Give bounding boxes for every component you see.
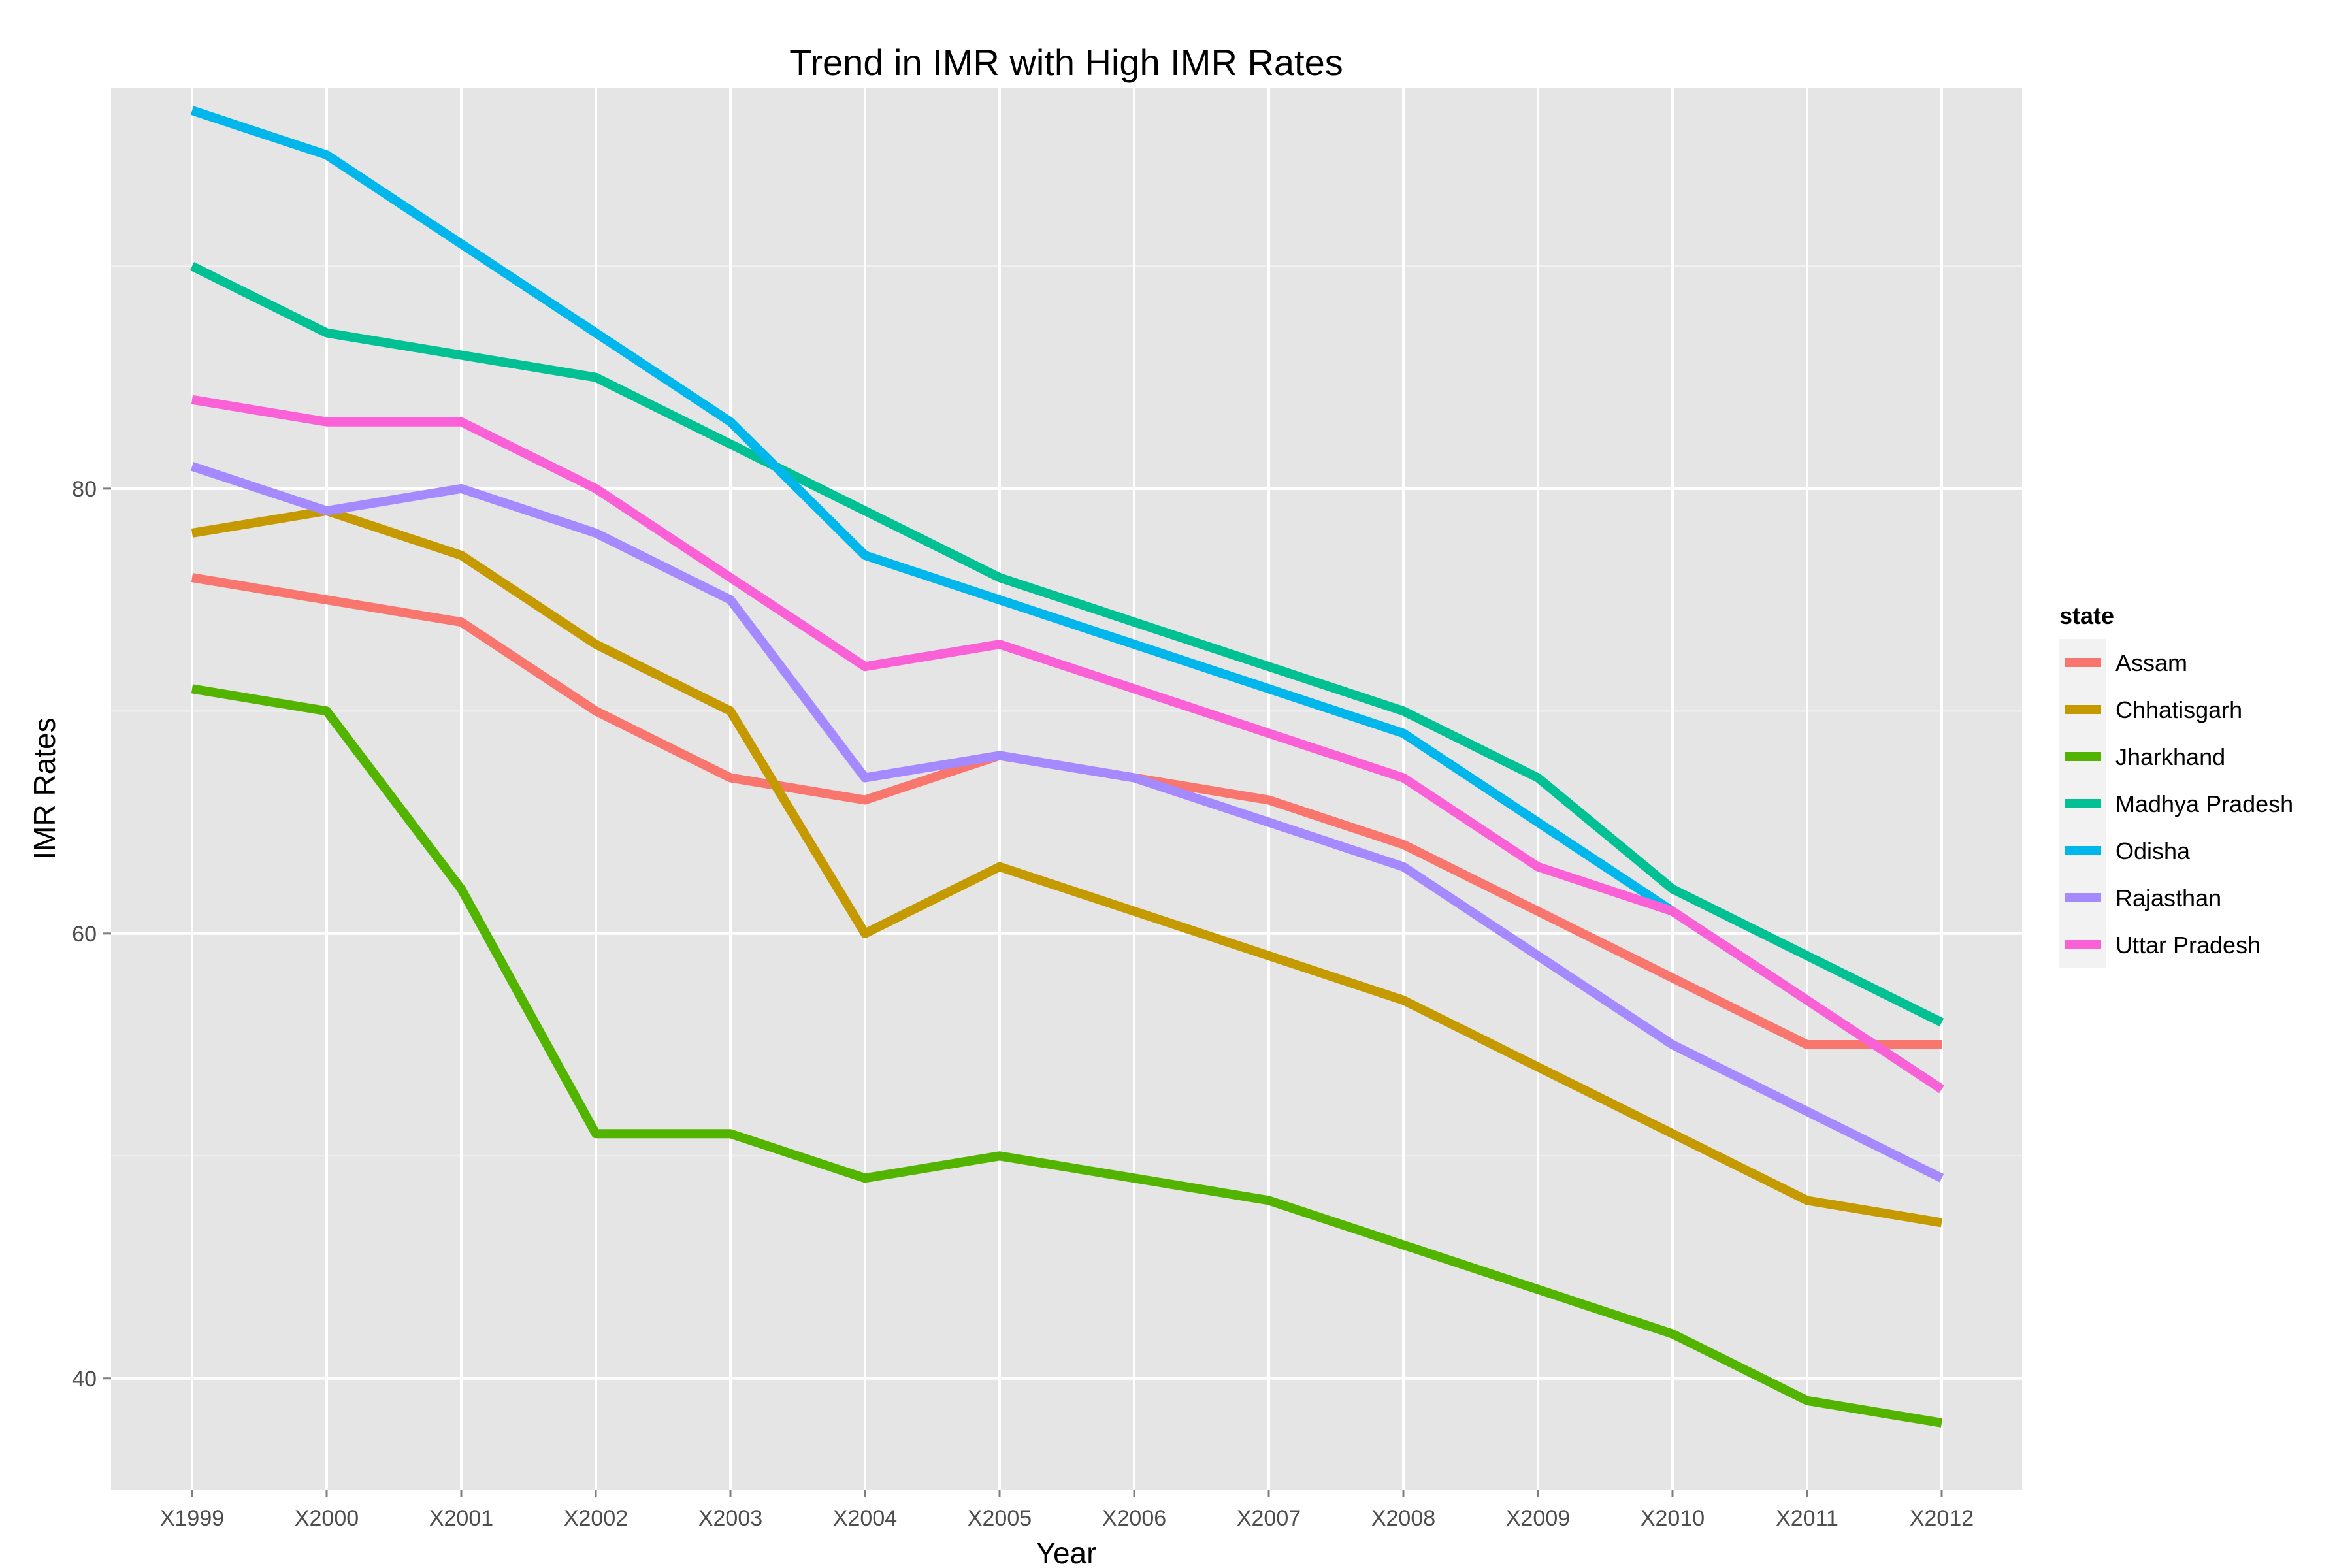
x-tick-label: X2002 (564, 1506, 628, 1531)
x-axis-ticks: X1999 X2000 X2001 X2002 X2003 X2004 X2005 X2006… (160, 1490, 1974, 1531)
x-tick-label: X2001 (429, 1506, 493, 1531)
chart-title: Trend in IMR with High IMR Rates (789, 42, 1343, 83)
x-tick-label: X2006 (1102, 1506, 1166, 1531)
legend-items: Assam Chhatisgarh Jharkhand Madhya Pradesh O… (2059, 639, 2293, 968)
x-tick-label: X2004 (833, 1506, 897, 1531)
minor-gridlines (111, 265, 2022, 1157)
series-line-odisha (190, 106, 1944, 1093)
legend-label: Chhatisgarh (2115, 696, 2242, 723)
legend-label: Rajasthan (2115, 885, 2221, 911)
x-tick-label: X2003 (698, 1506, 762, 1531)
x-tick-label: X2008 (1371, 1506, 1435, 1531)
legend-label: Jharkhand (2115, 743, 2225, 770)
x-tick-label: X2005 (968, 1506, 1032, 1531)
x-tick-label: X1999 (160, 1506, 224, 1531)
series-line-chhatisgarh (191, 506, 1943, 1228)
legend-label: Uttar Pradesh (2115, 932, 2261, 958)
x-tick-label: X2011 (1776, 1506, 1838, 1531)
series-line-jharkhand (191, 684, 1943, 1428)
major-gridlines (111, 88, 2022, 1490)
x-tick-label: X2000 (295, 1506, 359, 1531)
series-lines (189, 106, 1944, 1428)
legend-title: state (2059, 602, 2114, 629)
series-line-rajasthan (190, 462, 1944, 1183)
x-tick-label: X2009 (1506, 1506, 1570, 1531)
x-tick-label: X2010 (1641, 1506, 1705, 1531)
x-tick-label: X2007 (1237, 1506, 1301, 1531)
legend-label: Madhya Pradesh (2115, 791, 2293, 817)
y-axis-title: IMR Rates (27, 717, 61, 859)
legend-label: Assam (2115, 649, 2187, 676)
legend: state Assam Chhatisgarh Jharkhand Madhya Pr… (2059, 602, 2293, 968)
series-line-uttar-pradesh (191, 395, 1944, 1093)
y-axis-ticks: 40 60 80 (72, 477, 111, 1392)
y-tick-label: 40 (72, 1367, 97, 1392)
x-axis-title: Year (1036, 1536, 1097, 1568)
y-tick-label: 80 (72, 477, 97, 502)
legend-label: Odisha (2115, 838, 2191, 864)
series-line-madhya-pradesh (189, 262, 1944, 1027)
y-tick-label: 60 (72, 922, 97, 947)
plot-background (111, 88, 2022, 1490)
x-tick-label: X2012 (1910, 1506, 1974, 1531)
